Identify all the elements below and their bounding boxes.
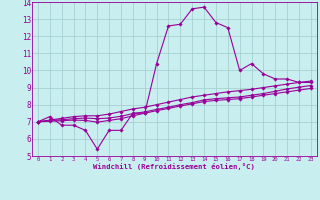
X-axis label: Windchill (Refroidissement éolien,°C): Windchill (Refroidissement éolien,°C) bbox=[93, 163, 255, 170]
